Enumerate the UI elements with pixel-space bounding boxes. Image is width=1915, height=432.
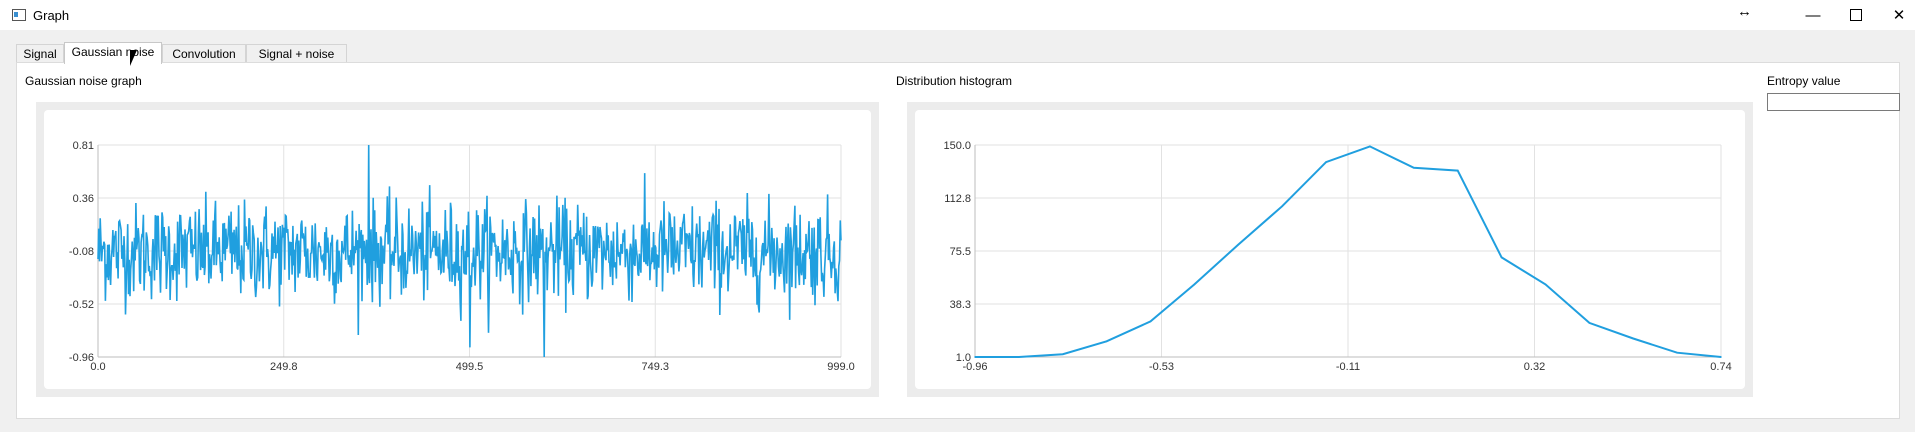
minimize-button[interactable]: — <box>1790 0 1836 30</box>
close-icon: ✕ <box>1892 7 1906 24</box>
noise-chart-svg: 0.0 249.8 499.5 749.3 999.0 0.81 0.36 -0.08 -0.5… <box>69 140 855 373</box>
maximize-button[interactable] <box>1833 0 1879 30</box>
close-button[interactable]: ✕ <box>1876 0 1915 30</box>
noise-series-line <box>97 144 842 358</box>
x-tick-label: -0.96 <box>962 361 987 373</box>
histogram-point <box>1632 337 1635 340</box>
histogram-chart-svg: -0.96 -0.53 -0.11 0.32 0.74 150.0 112.8 75.5 38.… <box>943 140 1731 373</box>
histogram-point <box>1281 205 1283 207</box>
histogram-chart-frame: -0.96 -0.53 -0.11 0.32 0.74 150.0 112.8 75.5 38.… <box>907 102 1753 397</box>
y-tick-label: 150.0 <box>943 140 971 152</box>
x-tick-label: 0.32 <box>1524 361 1545 373</box>
title-bar: Graph ↔ — ✕ <box>0 0 1915 30</box>
histogram-point <box>1500 256 1503 259</box>
entropy-value-field[interactable] <box>1767 93 1900 111</box>
histogram-point <box>1325 161 1327 163</box>
y-tick-label: 112.8 <box>944 193 971 205</box>
y-tick-label: 0.81 <box>73 140 94 152</box>
maximize-icon <box>1850 9 1862 21</box>
entropy-label: Entropy value <box>1767 74 1841 88</box>
tab-signal[interactable]: Signal <box>16 44 64 63</box>
histogram-point <box>1149 320 1152 323</box>
histogram-point <box>1018 356 1020 358</box>
tab-convolution[interactable]: Convolution <box>162 44 246 63</box>
histogram-point <box>1720 356 1722 358</box>
histogram-point <box>1193 283 1196 286</box>
x-tick-label: 749.3 <box>641 361 669 373</box>
tab-gaussian-noise[interactable]: Gaussian noise <box>64 42 162 64</box>
histogram-point <box>1369 145 1371 148</box>
histogram-point <box>1588 322 1591 324</box>
x-tick-label: 0.0 <box>90 361 105 373</box>
y-tick-label: 75.5 <box>950 246 971 258</box>
x-tick-label: -0.11 <box>1336 361 1360 373</box>
y-tick-label: 38.3 <box>950 299 971 311</box>
histogram-chart: -0.96 -0.53 -0.11 0.32 0.74 150.0 112.8 75.5 38.… <box>915 110 1745 389</box>
app-icon <box>12 9 26 21</box>
histogram-series-line <box>975 145 1722 358</box>
resize-cursor-icon: ↔ <box>1737 3 1752 20</box>
histogram-label: Distribution histogram <box>896 74 1013 88</box>
histogram-point <box>1105 340 1108 343</box>
histogram-point <box>1237 243 1240 246</box>
histogram-point <box>1061 353 1064 355</box>
histogram-point <box>1544 283 1547 286</box>
mouse-cursor-icon <box>130 50 142 66</box>
x-tick-label: 0.74 <box>1710 361 1731 373</box>
y-tick-label: -0.96 <box>69 352 94 364</box>
noise-chart-frame: 0.0 249.8 499.5 749.3 999.0 0.81 0.36 -0.08 -0.5… <box>36 102 879 397</box>
y-tick-label: 1.0 <box>956 352 971 364</box>
x-tick-label: 249.8 <box>270 361 298 373</box>
histogram-point <box>974 356 976 358</box>
tab-signal-plus-noise[interactable]: Signal + noise <box>246 44 347 63</box>
y-tick-label: -0.52 <box>69 299 94 311</box>
y-tick-label: -0.08 <box>69 246 94 258</box>
minimize-icon: — <box>1805 6 1821 24</box>
histogram-point <box>1676 351 1678 354</box>
histogram-point <box>1456 169 1459 172</box>
x-tick-label: 999.0 <box>827 361 855 373</box>
window-title: Graph <box>33 8 70 23</box>
x-tick-label: 499.5 <box>456 361 484 373</box>
noise-chart: 0.0 249.8 499.5 749.3 999.0 0.81 0.36 -0.08 -0.5… <box>44 110 871 389</box>
x-tick-label: -0.53 <box>1149 361 1174 373</box>
noise-graph-label: Gaussian noise graph <box>25 74 142 88</box>
histogram-point <box>1413 166 1415 169</box>
y-tick-label: 0.36 <box>73 193 94 205</box>
